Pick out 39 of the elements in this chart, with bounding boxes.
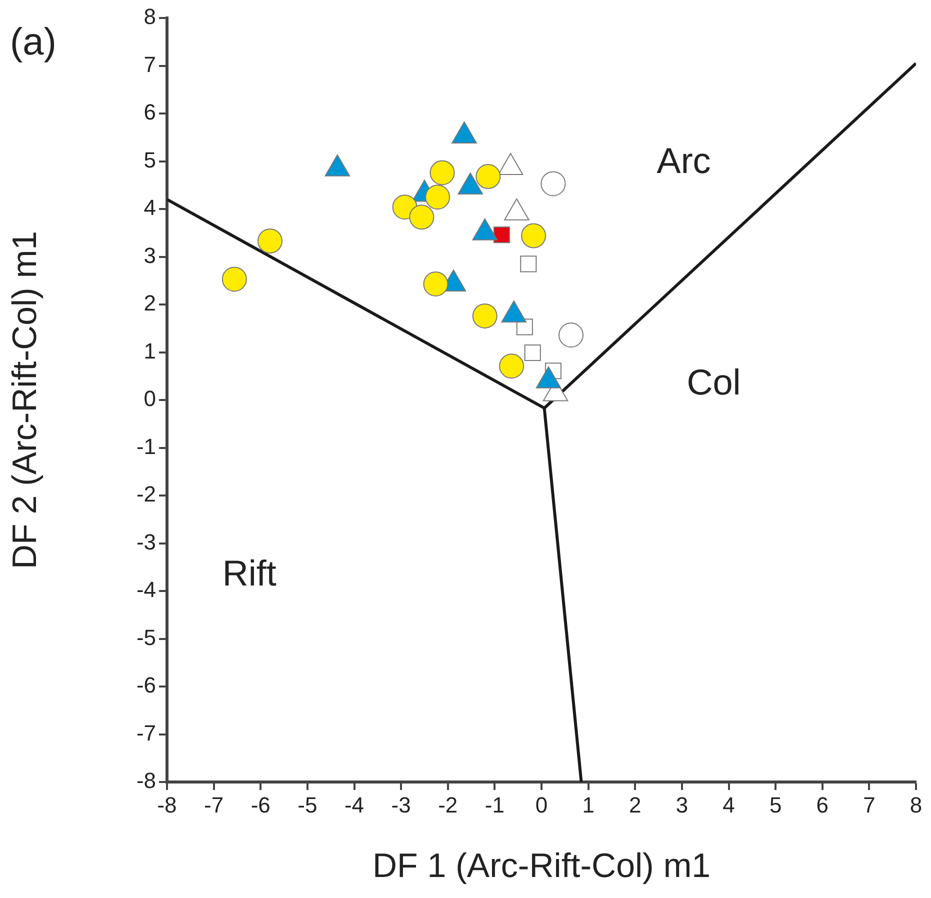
y-tick-label: 0 [144,386,156,412]
y-tick-label: 3 [144,242,156,268]
x-tick-label: -5 [298,792,318,818]
annotation: Rift [222,552,276,594]
x-tick-label: 1 [582,792,594,818]
y-tick-label: 7 [144,52,156,77]
y-tick-label: -7 [136,720,156,746]
y-tick-label: 8 [144,4,156,30]
y-tick-label: 4 [144,195,156,220]
x-tick-label: -4 [344,792,364,818]
x-tick-label: 3 [676,792,688,818]
y-tick-label: -6 [136,672,156,698]
y-tick-label: 2 [144,290,156,316]
x-tick-label: -7 [204,792,224,818]
x-tick-label: 8 [910,792,922,818]
x-tick-label: -1 [484,792,504,818]
x-tick-label: 0 [535,792,548,818]
y-tick-label: 1 [144,338,156,364]
x-tick-label: 2 [629,792,642,818]
annotation: Col [686,362,741,403]
x-tick-label: 4 [722,792,735,818]
y-tick-label: 5 [144,147,156,172]
y-tick-label: -3 [136,529,156,554]
x-tick-label: -2 [438,792,458,818]
y-tick-label: 6 [144,100,156,125]
y-tick-label: -5 [136,624,156,650]
x-tick-label: -6 [250,792,270,818]
y-tick-label: -2 [136,482,156,507]
annotation: Arc [656,140,711,182]
y-axis-title: DF 2 (Arc-Rift-Col) m1 [6,230,44,570]
y-tick-label: -4 [136,577,156,602]
y-tick-label: -8 [136,768,156,794]
y-tick-label: -1 [136,434,156,459]
x-tick-label: -3 [391,792,411,818]
x-tick-label: 5 [769,792,782,818]
x-axis-title: DF 1 (Arc-Rift-Col) m1 [372,846,711,885]
x-tick-label: 7 [863,792,876,818]
x-tick-label: 6 [816,792,828,818]
chart-title: (a) [10,21,56,64]
